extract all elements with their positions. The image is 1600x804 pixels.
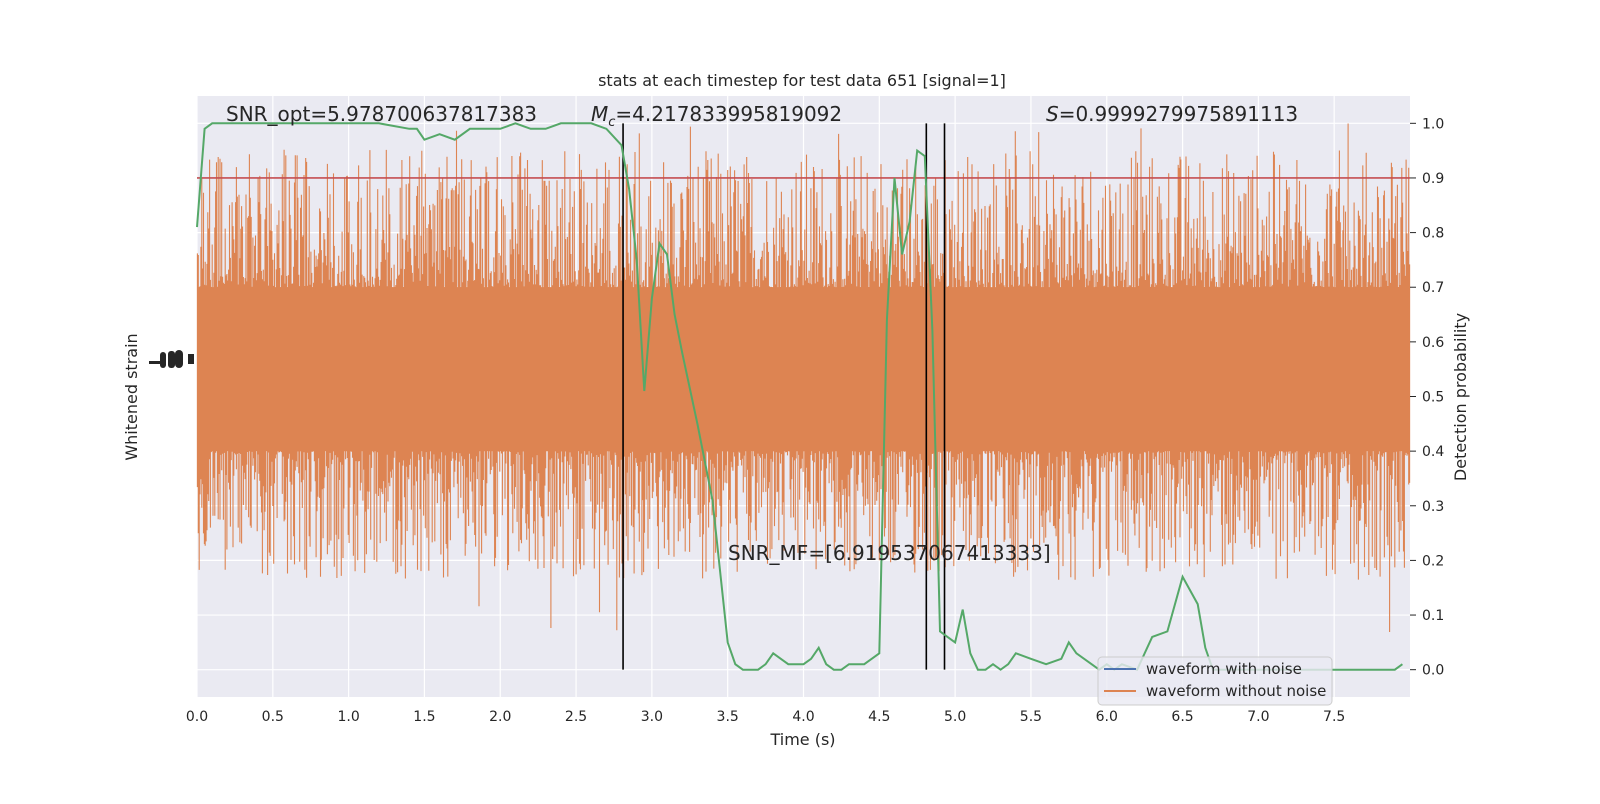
annotation-snr-mf: SNR_MF=[6.919537067413333] (728, 541, 1051, 565)
y-right-tick-label: 0.1 (1422, 608, 1444, 624)
x-tick-label: 6.5 (1171, 709, 1193, 725)
y-right-axis-ticks: 0.0 0.1 0.2 0.3 0.4 0.5 0.6 0.7 0.8 0.9 1.0 (1410, 116, 1444, 679)
legend: waveform with noise waveform without noi… (1097, 656, 1333, 706)
y-right-tick-label: 1.0 (1422, 116, 1444, 132)
x-tick-label: 3.5 (717, 709, 739, 725)
vertical-markers (622, 123, 946, 670)
annotation-s: S=0.9999279975891113 (1046, 102, 1298, 126)
y-right-tick-label: 0.3 (1422, 499, 1444, 515)
x-axis-ticks: 0.0 0.5 1.0 1.5 2.0 2.5 3.0 3.5 4.0 4.5 5.0 5.5 6.0 6… (186, 709, 1345, 725)
x-tick-label: 4.0 (792, 709, 814, 725)
legend-label-without-noise: waveform without noise (1146, 682, 1326, 700)
x-tick-label: 2.5 (565, 709, 587, 725)
y-right-tick-label: 0.8 (1422, 226, 1444, 242)
x-tick-label: 6.0 (1096, 709, 1118, 725)
x-tick-label: 5.5 (1020, 709, 1042, 725)
y-right-tick-label: 0.2 (1422, 553, 1444, 569)
y-right-tick-label: 0.0 (1422, 663, 1444, 679)
x-tick-label: 4.5 (868, 709, 890, 725)
x-tick-label: 7.0 (1247, 709, 1269, 725)
chart-title: stats at each timestep for test data 651… (598, 71, 1006, 90)
y-left-axis-label: Whitened strain (122, 333, 141, 460)
annotation-snr-opt: SNR_opt=5.978700637817383 (226, 102, 537, 126)
x-tick-label: 5.0 (944, 709, 966, 725)
x-tick-label: 0.5 (262, 709, 284, 725)
x-tick-label: 7.5 (1323, 709, 1345, 725)
y-right-axis-label: Detection probability (1451, 313, 1470, 481)
y-right-tick-label: 0.5 (1422, 390, 1444, 406)
x-tick-label: 2.0 (489, 709, 511, 725)
y-right-tick-label: 0.9 (1422, 171, 1444, 187)
x-tick-label: 1.5 (413, 709, 435, 725)
x-tick-label: 1.0 (337, 709, 359, 725)
legend-label-with-noise: waveform with noise (1146, 660, 1302, 678)
x-tick-label: 3.0 (641, 709, 663, 725)
y-right-tick-label: 0.4 (1422, 444, 1444, 460)
y-right-tick-label: 0.7 (1422, 280, 1444, 296)
waveform-spikes (196, 123, 1411, 632)
x-tick-label: 0.0 (186, 709, 208, 725)
annotation-chirp-mass: Mc=4.217833995819092 (591, 102, 842, 130)
y-right-tick-label: 0.6 (1422, 335, 1444, 351)
waveform-without-noise-series (196, 123, 1411, 632)
x-axis-label: Time (s) (769, 730, 835, 749)
left-tick-label-blob (149, 350, 194, 368)
